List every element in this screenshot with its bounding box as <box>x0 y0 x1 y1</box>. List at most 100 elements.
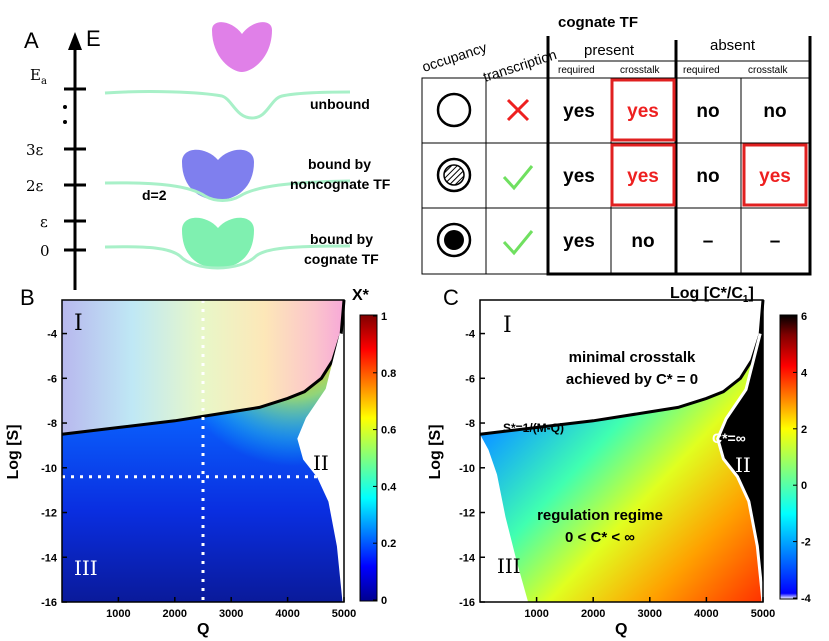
highlight-box <box>742 143 808 207</box>
state-label-noncognate: bound by noncognate TF <box>290 156 391 192</box>
check-icon <box>502 165 534 191</box>
plot-c-axes: 1000 2000 3000 4000 5000 -4 -6 -8 -10 -12 -14 -16 <box>459 329 775 620</box>
plot-c-frame <box>479 299 764 603</box>
table-cell: yes <box>759 166 791 187</box>
header-present-required: required <box>558 65 595 76</box>
table-cells: yes yes no no yes yes no yes yes no – – <box>563 78 808 252</box>
colorbar-tick-label: 0.2 <box>381 538 396 550</box>
c-region-i-label: I <box>503 313 512 338</box>
panel-a-letter: A <box>24 28 39 53</box>
c-regime-label: regulation regime 0 < C* < ∞ <box>537 507 663 546</box>
y-tick-label: -12 <box>459 508 475 520</box>
boundary-curve-ii <box>297 333 346 603</box>
colorbar-tick-label: 0.6 <box>381 425 396 437</box>
x-tick-label: 4000 <box>275 608 299 620</box>
region-ii-label: II <box>313 451 329 475</box>
distance-label: d=2 <box>142 187 167 203</box>
header-present-crosstalk: crosstalk <box>620 65 660 76</box>
x-tick-label: 3000 <box>219 608 243 620</box>
dna-noncognate <box>104 179 351 202</box>
panel-c: C 1000 2000 3000 4000 5000 -4 -6 -8 -10 -12 -14 -16… <box>427 285 812 638</box>
state-label-cognate: bound by cognate TF <box>304 231 379 267</box>
colorbar-tick-label: 0 <box>381 595 387 607</box>
region-ii-fill <box>298 300 344 602</box>
c-infinity-label: C*=∞ <box>712 430 746 446</box>
table-cell: – <box>703 231 714 252</box>
c-boundary-label: S*=1/(M-Q) <box>503 421 564 435</box>
header-absent-required: required <box>683 65 720 76</box>
tick-label-2e: 2ε <box>26 177 44 195</box>
c-colorbar <box>779 314 798 600</box>
y-tick-label: -10 <box>459 463 475 475</box>
table-cell: no <box>631 231 654 252</box>
noncognate-tf-blob <box>182 149 254 200</box>
crosstalk-table: cognate TF occupancy transcription prese… <box>420 14 812 276</box>
table-cell: yes <box>563 231 595 252</box>
region-i-label: I <box>74 311 83 336</box>
x-tick-label: 1000 <box>106 608 130 620</box>
table-cell: yes <box>563 166 595 187</box>
y-tick-label: -16 <box>459 597 475 609</box>
table-frame <box>421 77 811 275</box>
y-tick-label: -14 <box>41 552 58 564</box>
panel-c-letter: C <box>443 285 459 310</box>
ellipsis-dot <box>63 120 67 124</box>
panel-a: A E Ea 3ε 2ε ε 0 d=2 unboun <box>24 14 812 290</box>
c-region-ii-label: II <box>735 453 751 477</box>
x-tick-label: 4000 <box>694 608 718 620</box>
b-xlabel: Q <box>197 621 209 638</box>
y-tick-label: -12 <box>41 508 57 520</box>
colorbar-tick-label: 0.8 <box>381 368 396 380</box>
region-i-fill <box>62 300 344 435</box>
check-icon <box>502 230 534 256</box>
highlight-box <box>610 143 676 207</box>
empty-site-icon <box>436 92 472 128</box>
header-present: present <box>584 42 635 59</box>
c-region-ii-fill <box>717 300 763 602</box>
table-cell: yes <box>627 166 659 187</box>
energy-axis-label: E <box>86 26 101 51</box>
dna-cognate <box>104 244 351 270</box>
tick-label-0: 0 <box>40 242 50 260</box>
y-tick-label: -4 <box>465 329 476 341</box>
c-xlabel: Q <box>615 621 627 638</box>
c-ylabel: Log [S] <box>427 424 444 479</box>
header-occupancy: occupancy <box>420 39 489 75</box>
region-iii-label: III <box>74 556 98 580</box>
c-undefined-fill <box>480 434 529 602</box>
x-tick-label: 1000 <box>524 608 548 620</box>
colorbar-tick-label: 4 <box>801 367 808 379</box>
table-cell: – <box>770 231 781 252</box>
tick-label-ea: Ea <box>30 66 47 87</box>
x-tick-label: 3000 <box>638 608 662 620</box>
panel-b-letter: B <box>20 285 35 310</box>
ellipsis-dot <box>63 105 67 109</box>
x-tick-label: 2000 <box>163 608 187 620</box>
y-tick-label: -8 <box>47 418 57 430</box>
free-tf-blob <box>212 22 272 72</box>
colorbar-tick-label: 6 <box>801 311 807 323</box>
b-ylabel: Log [S] <box>5 424 22 479</box>
colorbar-tick-label: -2 <box>801 537 811 549</box>
c-region-i-fill <box>480 300 763 435</box>
tick-label-e: ε <box>40 213 48 231</box>
plot-b-frame <box>61 299 345 603</box>
y-tick-label: -8 <box>465 418 475 430</box>
dna-unbound <box>104 90 351 120</box>
x-tick-label: 5000 <box>751 608 775 620</box>
b-colorbar-title: X* <box>352 287 370 304</box>
cross-icon <box>506 98 530 122</box>
b-colorbar-ticks: 1 0.8 0.6 0.4 0.2 0 <box>373 311 397 607</box>
table-cell: yes <box>627 101 659 122</box>
colorbar-tick-label: 2 <box>801 424 807 436</box>
energy-axis-arrowhead <box>68 32 82 50</box>
b-colorbar <box>359 314 378 602</box>
y-tick-label: -10 <box>41 463 57 475</box>
c-colorbar-ticks: 6 4 2 0 -2 -4 <box>793 311 812 605</box>
table-cell: no <box>696 101 719 122</box>
table-cell: yes <box>563 101 595 122</box>
table-cell: no <box>763 101 786 122</box>
state-label-unbound: unbound <box>310 96 370 112</box>
c-colorbar-title: Log [C*/C1] <box>670 285 754 305</box>
